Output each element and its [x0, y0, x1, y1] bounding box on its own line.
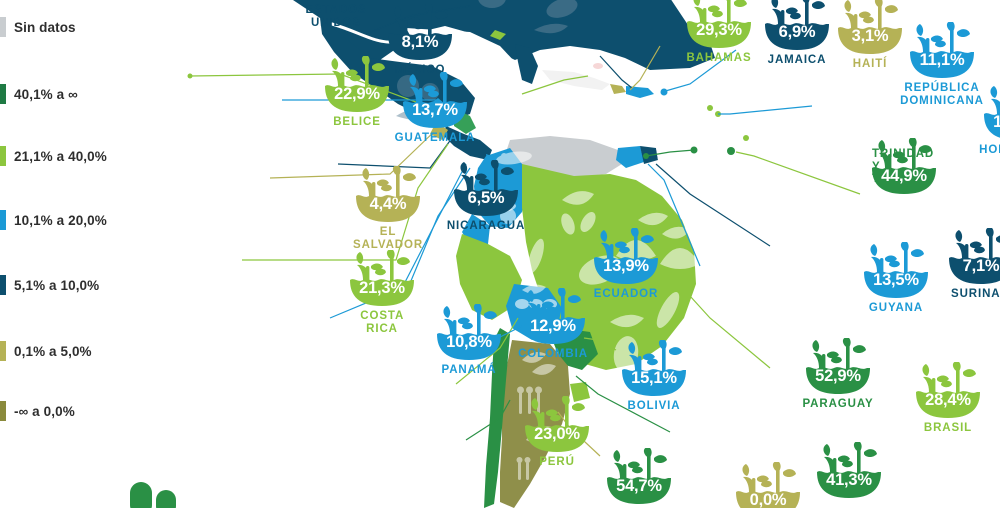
marker-country-label: ECUADOR [593, 288, 659, 300]
sprout-pot-icon: 52,9% [801, 338, 875, 396]
marker-value: 3,1% [851, 27, 889, 45]
marker-country-label: GUATEMALA [394, 132, 476, 144]
legend-swatch [0, 146, 6, 166]
sprout-pot-icon: 6,9% [760, 0, 834, 52]
marker-value: 23,0% [534, 425, 580, 443]
legend-label: 21,1% a 40,0% [14, 148, 107, 164]
marker-country-label: PARAGUAY [802, 398, 874, 410]
marker-country-label: GUYANA [868, 302, 924, 314]
marker-value: 4,4% [369, 195, 407, 213]
marker-value: 7,1% [962, 257, 1000, 275]
marker-value: 29,3% [696, 21, 742, 39]
marker-value: 12,9% [530, 317, 576, 335]
marker-country-label: REPÚBLICA DOMINICANA [900, 82, 984, 107]
marker-value: 19,5% [993, 113, 1000, 131]
sprout-pot-icon: 13,9% [589, 228, 663, 286]
sprout-pot-icon: 3,1% [833, 0, 907, 56]
marker-value: 22,9% [334, 85, 380, 103]
sprout-pot-icon: 12,9% [516, 288, 590, 346]
legend-item: Sin datos [0, 17, 140, 37]
sprout-pot-icon: 13,7% [398, 72, 472, 130]
marker-value: 41,3% [826, 471, 872, 489]
marker-value: 54,7% [616, 477, 662, 495]
legend-swatch [0, 341, 6, 361]
legend-label: -∞ a 0,0% [14, 403, 75, 419]
marker-value: 6,5% [467, 189, 505, 207]
marker-country-label: JAMAICA [767, 54, 827, 66]
sprout-pot-icon: 6,5% [449, 160, 523, 218]
marker-country-label: PANAMÁ [441, 364, 497, 376]
marker-country-label: COSTA RICA [360, 310, 405, 335]
sprout-pot-icon: 21,3% [345, 250, 419, 308]
marker-country-label: HAITÍ [852, 58, 888, 70]
marker-country-label: SURINAM [951, 288, 1000, 300]
marker-country-label: BOLIVIA [627, 400, 681, 412]
marker-country-label: COLOMBIA [518, 348, 588, 360]
marker-country-label: BAHAMAS [686, 52, 752, 64]
legend-item: 0,1% a 5,0% [0, 341, 140, 361]
marker-country-label: BELICE [333, 116, 381, 128]
legend-label: 5,1% a 10,0% [14, 277, 100, 293]
sprout-pot-icon: 41,3% [812, 442, 886, 500]
marker-country-label: ESTADOS UNIDOS [305, 4, 367, 29]
sprout-pot-icon: 4,4% [351, 166, 425, 224]
legend-swatch [0, 401, 6, 421]
marker-value: 8,1% [401, 33, 439, 51]
legend-swatch [0, 17, 6, 37]
sprout-pot-icon: 22,9% [320, 56, 394, 114]
marker-value: 6,9% [778, 23, 816, 41]
legend-swatch [0, 210, 6, 230]
legend: Sin datos 40,1% a ∞ 21,1% a 40,0% 10,1% … [0, 0, 140, 508]
marker-country-label: EL SALVADOR [353, 226, 424, 251]
sprout-pot-icon: 13,5% [859, 242, 933, 300]
legend-label: 40,1% a ∞ [14, 86, 78, 102]
sprout-pot-icon: 54,7% [602, 448, 676, 506]
marker-value: 13,9% [603, 257, 649, 275]
marker-country-label: NICARAGUA [446, 220, 526, 232]
marker-value: 44,9% [881, 167, 927, 185]
sprout-pot-icon: 23,0% [520, 396, 594, 454]
legend-item: -∞ a 0,0% [0, 401, 140, 421]
sprout-pot-icon: 29,3% [682, 0, 756, 50]
sprout-pot-icon: 11,1% [905, 22, 979, 80]
legend-item: 40,1% a ∞ [0, 84, 140, 104]
legend-item: 10,1% a 20,0% [0, 210, 140, 230]
legend-swatch [0, 84, 6, 104]
marker-value: 52,9% [815, 367, 861, 385]
marker-value: 21,3% [359, 279, 405, 297]
marker-value: 13,7% [412, 101, 458, 119]
sprout-pot-icon: 19,5% [979, 84, 1000, 142]
marker-value: 15,1% [631, 369, 677, 387]
marker-country-label: PERÚ [539, 456, 575, 468]
marker-country-label: HONDURAS [979, 144, 1000, 156]
marker-value: 11,1% [919, 51, 965, 69]
decorative-leaf-icon [128, 474, 188, 508]
marker-value: 13,5% [873, 271, 919, 289]
legend-item: 21,1% a 40,0% [0, 146, 140, 166]
legend-label: 10,1% a 20,0% [14, 212, 107, 228]
sprout-pot-icon: 15,1% [617, 340, 691, 398]
marker-value: 10,8% [446, 333, 492, 351]
marker-value: 0,0% [749, 491, 787, 508]
legend-item: 5,1% a 10,0% [0, 275, 140, 295]
sprout-pot-icon: 10,8% [432, 304, 506, 362]
sprout-pot-icon: 7,1% [944, 228, 1000, 286]
sprout-pot-icon: 0,0% [731, 462, 805, 508]
legend-label: 0,1% a 5,0% [14, 343, 92, 359]
marker-country-label: MÉXICO [394, 64, 446, 76]
marker-country-label: BRASIL [923, 422, 973, 434]
legend-label: Sin datos [14, 19, 76, 35]
sprout-pot-icon: 28,4% [911, 362, 985, 420]
marker-value: 28,4% [925, 391, 971, 409]
sprout-pot-icon: 8,1% [383, 4, 457, 62]
legend-swatch [0, 275, 6, 295]
